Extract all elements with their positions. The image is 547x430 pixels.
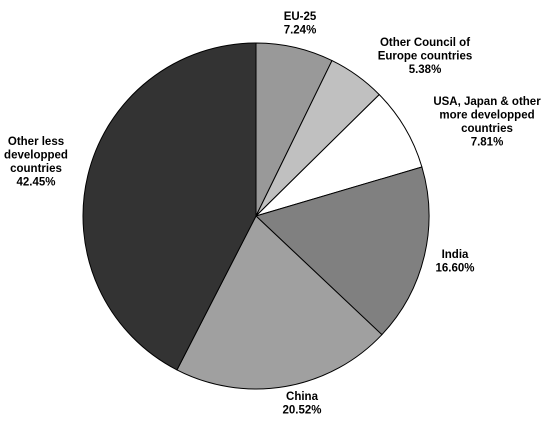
slice-category-label: India bbox=[442, 249, 469, 261]
pie-slice-label-2: Other Council of Europe countries 5.38% bbox=[378, 37, 473, 76]
slice-value-label: 7.24% bbox=[284, 25, 317, 37]
slice-category-label: Other Council of bbox=[380, 37, 470, 49]
slice-value-label: 5.38% bbox=[409, 64, 442, 76]
pie-labels: EU-25 7.24% Other Council of Europe countri… bbox=[4, 11, 541, 417]
slice-category-label: developped bbox=[4, 150, 68, 162]
slice-value-label: 16.60% bbox=[435, 263, 474, 275]
pie-slice-label-1: EU-25 7.24% bbox=[284, 11, 317, 37]
slice-category-label: countries bbox=[461, 123, 513, 135]
slice-category-label: China bbox=[286, 391, 319, 403]
slice-category-label: countries bbox=[10, 163, 62, 175]
slice-value-label: 20.52% bbox=[282, 405, 321, 417]
slice-category-label: Other less bbox=[8, 136, 64, 148]
pie-slice-label-5: China 20.52% bbox=[282, 391, 321, 417]
pie-slice-4 bbox=[255, 166, 430, 336]
pie-slices bbox=[82, 42, 430, 390]
pie-slice-6 bbox=[82, 42, 257, 371]
pie-slice-5 bbox=[176, 215, 383, 390]
slice-category-label: more developped bbox=[439, 110, 534, 122]
pie-slice-label-3: USA, Japan & other more developped countri… bbox=[433, 96, 541, 149]
slice-category-label: Europe countries bbox=[378, 51, 473, 63]
slice-value-label: 7.81% bbox=[471, 137, 504, 149]
slice-category-label: EU-25 bbox=[284, 11, 317, 23]
pie-slice-label-6: Other less developped countries 42.45% bbox=[4, 136, 68, 189]
pie-slice-label-4: India 16.60% bbox=[435, 249, 474, 275]
slice-category-label: USA, Japan & other bbox=[433, 96, 541, 108]
slice-value-label: 42.45% bbox=[16, 177, 55, 189]
